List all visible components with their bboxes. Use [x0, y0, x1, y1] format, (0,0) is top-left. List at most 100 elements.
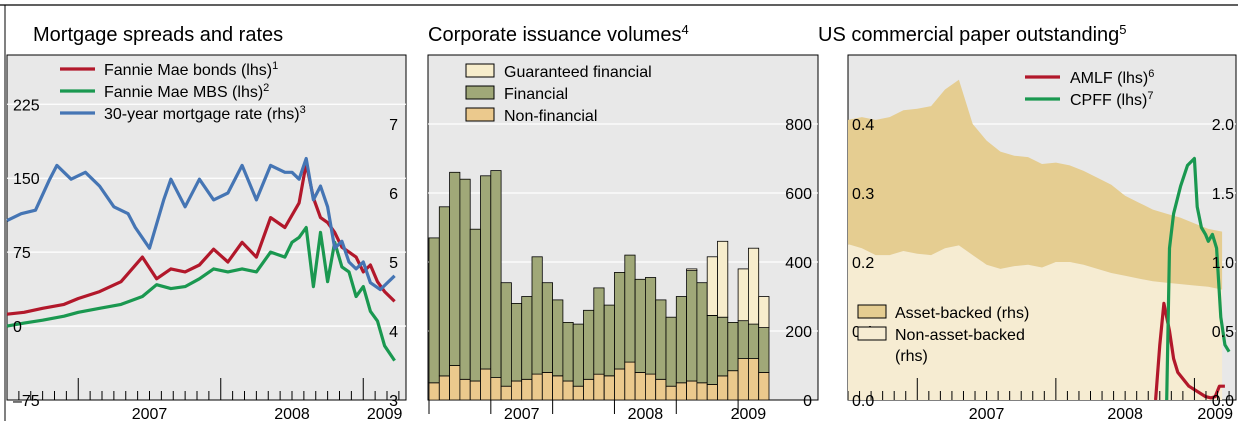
bar-segment-1: [675, 296, 687, 384]
legend-entry: Fannie Mae MBS (lhs)2: [104, 82, 269, 101]
bar-segment-0: [572, 385, 584, 401]
legend: AMLF (lhs)6 CPFF (lhs)7 Asset-backed (rhs)…: [857, 68, 1154, 365]
bar-segment-1: [562, 321, 574, 382]
bar-segment-0: [686, 380, 698, 401]
bar-segment-0: [737, 358, 749, 401]
series-line-0: [6, 161, 396, 316]
x-tick-label: 2009: [367, 406, 403, 421]
x-tick-label: 2007: [504, 406, 540, 421]
bar-segment-0: [583, 378, 595, 401]
bar-segment-0: [500, 385, 512, 401]
panel2-title: Corporate issuance volumes4: [428, 22, 689, 47]
legend-entry: Non-financial: [504, 108, 597, 125]
y-left-tick-label: 0.0: [852, 393, 874, 410]
stacked-areas: [848, 79, 1223, 400]
facility-lines: [1154, 156, 1231, 401]
bar-segment-1: [686, 270, 698, 382]
legend: Fannie Mae bonds (lhs)1 Fannie Mae MBS (l…: [60, 60, 306, 123]
stacked-bars: [428, 170, 770, 401]
y-right-tick-label: 6: [389, 186, 398, 203]
legend-swatch: [857, 326, 887, 341]
bar-segment-1: [583, 309, 595, 380]
bar-segment-2: [717, 240, 729, 318]
bar-segment-1: [531, 256, 543, 375]
x-axis-ticks: 2007 2008 2009: [847, 378, 1233, 421]
bar-segment-0: [727, 370, 739, 401]
bar-segment-0: [665, 385, 677, 401]
y-right-tick-label: 0.0: [1212, 393, 1234, 410]
legend-swatch: [465, 85, 495, 100]
y-left-tick-label: 0: [13, 319, 22, 336]
y-right-tick-label: 400: [785, 255, 812, 272]
legend-entry: CPFF (lhs)7: [1070, 90, 1153, 109]
bar-segment-0: [459, 378, 471, 401]
legend-entry: Fannie Mae bonds (lhs)1: [104, 60, 278, 79]
bar-segment-1: [510, 302, 523, 382]
bar-segment-0: [510, 380, 523, 401]
bar-segment-1: [480, 175, 492, 370]
x-tick-label: 2007: [132, 406, 168, 421]
bar-segment-2: [737, 268, 749, 322]
bar-segment-1: [696, 282, 708, 384]
bar-segment-1: [748, 323, 760, 360]
bar-segment-0: [748, 358, 760, 401]
bar-segment-1: [428, 237, 440, 384]
bar-segment-0: [438, 375, 450, 401]
bar-segment-0: [541, 371, 553, 401]
panel-corporate-issuance: 2007 2008 2009 0 200 400 600 800 Guaranteed fi…: [427, 54, 819, 421]
x-tick-label: 2008: [628, 406, 664, 421]
y-right-tick-label: 1.0: [1212, 255, 1234, 272]
bar-segment-1: [469, 228, 481, 382]
bar-segment-0: [552, 375, 564, 401]
y-left-tick-label: –75: [13, 393, 40, 410]
panel-mortgage-spreads: 2007 2008 2009 –75 0 75 150 225 3 4 5 6 7 Fannie Ma…: [6, 54, 407, 421]
x-axis-ticks: 2007 2008 2009: [6, 378, 403, 421]
legend-swatch: [465, 63, 495, 78]
bar-segment-0: [634, 371, 646, 401]
legend-entry: Non-asset-backed: [895, 327, 1025, 344]
legend-entry: AMLF (lhs)6: [1070, 68, 1154, 87]
legend-entry: 30-year mortgage rate (rhs)3: [104, 104, 306, 123]
bar-segment-0: [603, 375, 615, 401]
bar-segment-1: [603, 304, 615, 377]
y-axis-labels: –75 0 75 150 225 3 4 5 6 7: [13, 97, 398, 410]
y-left-tick-label: 150: [13, 171, 40, 188]
bar-segment-2: [706, 256, 718, 316]
x-tick-label: 2008: [274, 406, 310, 421]
series-lines: [6, 156, 396, 362]
bar-segment-0: [593, 373, 605, 401]
legend-entry: Financial: [504, 86, 568, 103]
bar-segment-1: [665, 316, 677, 387]
bar-segment-1: [541, 282, 553, 373]
legend-swatch: [465, 107, 495, 122]
bar-segment-0: [717, 375, 729, 401]
y-right-tick-label: 2.0: [1212, 117, 1234, 134]
legend-entry: Asset-backed (rhs): [895, 305, 1029, 322]
bar-segment-1: [758, 327, 770, 373]
y-right-tick-label: 0.5: [1212, 324, 1234, 341]
bar-segment-0: [758, 371, 770, 401]
y-right-tick-label: 0: [803, 393, 812, 410]
series-line-3: [1165, 156, 1231, 401]
y-right-tick-label: 5: [389, 255, 398, 272]
bar-segment-0: [655, 378, 667, 401]
y-left-tick-label: 0.2: [852, 255, 874, 272]
x-tick-label: 2009: [1197, 406, 1233, 421]
y-right-tick-label: 200: [785, 324, 812, 341]
bar-segment-2: [748, 247, 760, 325]
bar-segment-0: [624, 361, 636, 401]
legend-entry: (rhs): [895, 348, 928, 365]
bar-segment-1: [624, 254, 636, 363]
bar-segment-1: [634, 278, 646, 373]
bar-segment-0: [562, 380, 574, 401]
panel1-title: Mortgage spreads and rates: [33, 24, 283, 46]
y-right-tick-label: 800: [785, 117, 812, 134]
legend-swatch: [857, 304, 887, 319]
bar-segment-0: [449, 365, 461, 401]
y-left-tick-label: 225: [13, 97, 40, 114]
x-tick-label: 2008: [1107, 406, 1143, 421]
bar-segment-1: [449, 171, 461, 366]
bar-segment-1: [459, 178, 471, 380]
